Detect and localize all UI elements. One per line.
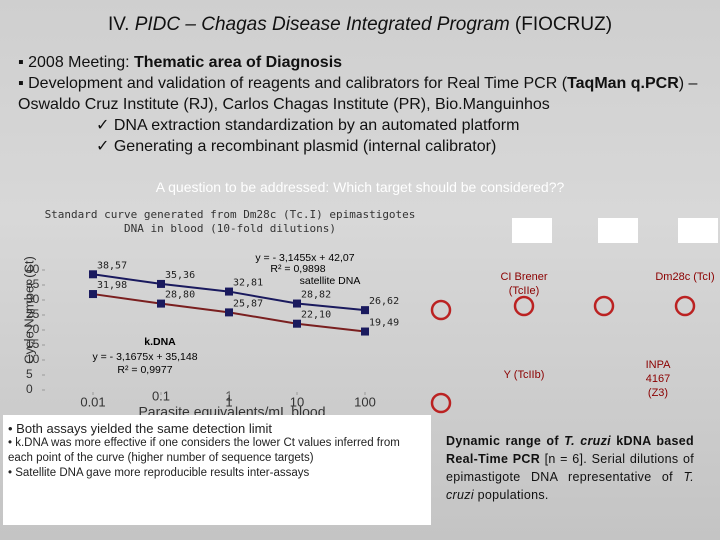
data-point — [225, 287, 233, 296]
text-segment: 2008 Meeting: — [28, 54, 134, 71]
text-segment: Thematic area of Diagnosis — [133, 54, 343, 71]
data-point — [293, 319, 301, 328]
data-label: 35,36 — [165, 270, 195, 281]
sample-circle — [513, 295, 535, 317]
sample-circle — [430, 299, 452, 321]
text-segment: Development and validation of reagents a… — [28, 75, 568, 92]
data-label: 31,98 — [97, 280, 127, 291]
x-tick-label: 10 — [290, 394, 304, 409]
text-segment: kDNA based Real-Time PCR — [446, 434, 694, 466]
text-segment: ) – Oswaldo Cruz Institute (RJ), Carlos … — [18, 75, 698, 113]
sub-bullet: Generating a recombinant plasmid (intern… — [18, 136, 714, 157]
data-label: 25,87 — [233, 298, 263, 309]
diagram-label: INPA 4167 (Z3) — [645, 359, 671, 399]
caption: Dynamic range of T. cruzi kDNA based Rea… — [446, 432, 694, 504]
diagram-label: Y (TcIIb) — [503, 369, 545, 381]
diagram-label: Dm28c (TcI) — [655, 271, 715, 283]
y-tick-label: 15 — [26, 337, 40, 351]
text-segment: [n = 6]. Serial dilutions of epimastigot… — [446, 452, 695, 484]
y-axis-label: Cycle Number (Ct) — [21, 256, 36, 364]
bullet: Development and validation of reagents a… — [18, 73, 714, 115]
equation: y = - 3,1455x + 42,07 — [255, 252, 354, 264]
text-segment: T. cruzi — [564, 434, 611, 448]
x-tick-label: 1 — [225, 388, 232, 403]
text-segment: PIDC – Chagas Disease Integrated Program — [134, 14, 510, 35]
sample-circle — [593, 295, 615, 317]
title: IV. PIDC – Chagas Disease Integrated Pro… — [0, 14, 720, 36]
notes-box: Both assays yielded the same detection l… — [3, 415, 431, 525]
sample-box — [598, 218, 638, 243]
sub-bullet: DNA extraction standardization by an aut… — [18, 115, 714, 136]
data-point — [293, 299, 301, 308]
data-label: 28,80 — [165, 290, 195, 301]
text-segment: TaqMan q.PCR — [567, 75, 679, 92]
note: k.DNA was more effective if one consider… — [8, 436, 426, 466]
x-tick-label: 1 — [225, 394, 232, 409]
bullets: 2008 Meeting: Thematic area of Diagnosis… — [18, 52, 714, 157]
note: Both assays yielded the same detection l… — [8, 421, 426, 436]
y-tick-label: 20 — [26, 322, 40, 336]
data-point — [225, 308, 233, 317]
text-segment: Dynamic range of — [446, 434, 565, 448]
y-tick-label: 10 — [26, 352, 40, 366]
y-tick-label: 30 — [26, 292, 40, 306]
x-tick-label: 0.1 — [152, 388, 170, 403]
data-point — [157, 299, 165, 308]
y-tick-label: 0 — [26, 382, 33, 396]
series-label: k.DNA — [144, 336, 176, 348]
x-tick-label: 0.01 — [80, 394, 105, 409]
text-segment: IV. — [107, 14, 135, 35]
diagram-label: CI Brener (TcIIe) — [500, 271, 548, 297]
y-tick-label: 35 — [26, 277, 40, 291]
data-label: 19,49 — [369, 318, 399, 329]
data-label: 38,57 — [97, 260, 127, 271]
text-segment: populations. — [473, 488, 549, 502]
text-segment: (FIOCRUZ) — [509, 14, 613, 35]
y-tick-label: 40 — [26, 262, 40, 276]
data-label: 32,81 — [233, 278, 263, 289]
data-point — [361, 306, 369, 315]
data-point — [89, 270, 97, 279]
data-label: 26,62 — [369, 296, 399, 307]
data-point — [361, 327, 369, 336]
sample-circle — [430, 392, 452, 414]
equation: y = - 3,1675x + 35,148 — [92, 351, 197, 363]
r-squared: R² = 0,9898 — [270, 263, 325, 275]
note: Satellite DNA gave more reproducible res… — [8, 466, 426, 481]
y-tick-label: 25 — [26, 307, 40, 321]
r-squared: R² = 0,9977 — [117, 364, 172, 376]
data-label: 28,82 — [301, 290, 331, 301]
sample-box — [512, 218, 552, 243]
data-point — [89, 290, 97, 299]
question: A question to be addressed: Which target… — [155, 179, 565, 195]
chart-title: Standard curve generated from Dm28c (Tc.… — [44, 208, 416, 235]
data-point — [157, 279, 165, 288]
y-tick-label: 5 — [26, 367, 33, 381]
text-segment: T. cruzi — [446, 470, 694, 502]
x-tick-label: 100 — [354, 394, 376, 409]
series-label: satellite DNA — [300, 275, 361, 287]
bullet: 2008 Meeting: Thematic area of Diagnosis — [18, 52, 714, 73]
data-label: 22,10 — [301, 310, 331, 321]
sample-circle — [674, 295, 696, 317]
sample-box — [678, 218, 718, 243]
